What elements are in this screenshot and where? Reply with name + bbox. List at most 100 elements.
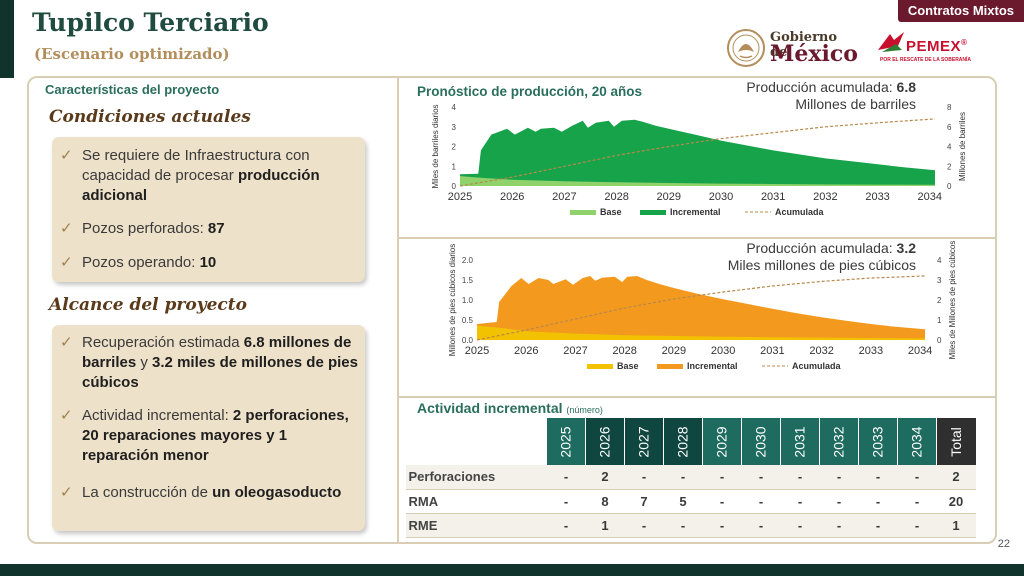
oil-ytick-label: 0 bbox=[452, 182, 457, 191]
section-badge: Contratos Mixtos bbox=[897, 0, 1024, 22]
oil-xtick-label: 2026 bbox=[500, 191, 524, 203]
table-cell: - bbox=[897, 465, 937, 490]
row-divider-1 bbox=[399, 237, 995, 239]
table-row: RMA - 8 7 5 - - - - - - 20 bbox=[405, 489, 976, 514]
gas-legend-incremental-swatch bbox=[657, 364, 683, 369]
table-cell: 5 bbox=[663, 489, 703, 514]
year-header: 2029 bbox=[702, 418, 742, 465]
pemex-logo: PEMEX® POR EL RESCATE DE LA SOBERANÍA bbox=[876, 30, 994, 66]
alcance-item: ✓ Actividad incremental: 2 perforaciones… bbox=[60, 407, 349, 464]
gas-legend-base: Base bbox=[617, 361, 639, 371]
year-header: 2034 bbox=[897, 418, 937, 465]
oil-y2label: Millones de barriles bbox=[958, 112, 967, 181]
page-number: 22 bbox=[997, 538, 1010, 550]
check-icon: ✓ bbox=[60, 254, 73, 271]
gas-legend-incremental: Incremental bbox=[687, 361, 738, 371]
condiciones-item: ✓ Pozos perforados: 87 bbox=[60, 220, 225, 237]
alcance-box: ✓ Recuperación estimada 6.8 millones de … bbox=[52, 325, 365, 531]
year-header: 2026 bbox=[585, 418, 625, 465]
oil-ylabel: Miles de barriles diarios bbox=[431, 104, 440, 188]
pemex-tagline: POR EL RESCATE DE LA SOBERANÍA bbox=[880, 57, 972, 63]
gas-production-chart: 0.0 0.5 1.0 1.5 2.0 0 1 2 3 4 2025 2026 2027 2028 2029… bbox=[448, 241, 957, 371]
table-cell: - bbox=[858, 513, 898, 538]
page-subtitle: (Escenario optimizado) bbox=[34, 45, 230, 63]
table-cell: - bbox=[663, 465, 703, 490]
table-cell: - bbox=[780, 513, 820, 538]
check-icon: ✓ bbox=[60, 484, 73, 501]
table-cell: - bbox=[741, 465, 781, 490]
year-header: 2025 bbox=[546, 418, 586, 465]
activity-corner bbox=[405, 418, 547, 465]
table-cell: - bbox=[858, 465, 898, 490]
chart1-title: Pronóstico de producción, 20 años bbox=[417, 84, 643, 99]
table-cell: - bbox=[546, 489, 586, 514]
activity-title: Actividad incremental (número) bbox=[417, 400, 603, 416]
gas-xtick-label: 2031 bbox=[760, 345, 784, 357]
oil-legend-incremental: Incremental bbox=[670, 207, 721, 217]
oil-legend-acumulada: Acumulada bbox=[775, 207, 825, 217]
table-cell: - bbox=[624, 513, 664, 538]
oil-legend-incremental-swatch bbox=[640, 210, 666, 215]
table-cell: 1 bbox=[585, 513, 625, 538]
gas-ytick-label: 0.0 bbox=[462, 336, 474, 345]
gas-ylabel: Millones de pies cúbicos diarios bbox=[448, 244, 457, 357]
table-cell: - bbox=[819, 489, 859, 514]
gas-xtick-label: 2027 bbox=[563, 345, 587, 357]
gas-ytick-label: 2.0 bbox=[462, 256, 474, 265]
gas-y2tick-label: 0 bbox=[937, 336, 942, 345]
year-header: 2030 bbox=[741, 418, 781, 465]
gas-xtick-label: 2026 bbox=[514, 345, 538, 357]
gobierno-mexico-logo: Gobierno de México bbox=[726, 26, 858, 70]
table-cell: - bbox=[780, 465, 820, 490]
check-icon: ✓ bbox=[60, 334, 73, 351]
table-cell: 7 bbox=[624, 489, 664, 514]
gas-legend-base-swatch bbox=[587, 364, 613, 369]
table-cell: - bbox=[897, 489, 937, 514]
table-cell: - bbox=[741, 513, 781, 538]
column-divider bbox=[397, 78, 399, 542]
oil-base-area bbox=[460, 176, 935, 186]
left-accent-strip bbox=[0, 0, 14, 78]
oil-y2tick-label: 4 bbox=[947, 143, 952, 152]
check-icon: ✓ bbox=[60, 147, 73, 164]
oil-incremental-area bbox=[460, 119, 935, 186]
oil-ytick-label: 4 bbox=[452, 103, 457, 112]
gas-y2label: Miles de Millones de pies cúbicos bbox=[948, 241, 957, 360]
table-cell: - bbox=[624, 465, 664, 490]
year-header: 2031 bbox=[780, 418, 820, 465]
oil-y2tick-label: 6 bbox=[947, 123, 952, 132]
year-header: 2032 bbox=[819, 418, 859, 465]
oil-xtick-label: 2029 bbox=[657, 191, 681, 203]
condiciones-item: ✓ Pozos operando: 10 bbox=[60, 254, 217, 271]
oil-xtick-label: 2025 bbox=[448, 191, 472, 203]
row-divider-2 bbox=[399, 396, 995, 398]
chart2-acum-label: Producción acumulada: 3.2 Miles millones… bbox=[727, 240, 916, 273]
oil-y2tick-label: 8 bbox=[947, 103, 952, 112]
table-cell: - bbox=[702, 489, 742, 514]
alcance-item: ✓ Recuperación estimada 6.8 millones de … bbox=[60, 334, 358, 391]
table-row: RME - 1 - - - - - - - - 1 bbox=[405, 513, 976, 538]
oil-xtick-label: 2034 bbox=[918, 191, 942, 203]
eagle-seal-icon bbox=[727, 29, 765, 67]
pemex-eagle-icon bbox=[878, 32, 904, 52]
activity-unit: (número) bbox=[566, 405, 603, 415]
page-title: Tupilco Terciario bbox=[32, 8, 269, 37]
gas-ytick-label: 1.5 bbox=[462, 276, 474, 285]
pemex-reg-mark: ® bbox=[961, 38, 968, 47]
table-cell: - bbox=[897, 513, 937, 538]
check-icon: ✓ bbox=[60, 220, 73, 237]
table-cell: - bbox=[741, 489, 781, 514]
gas-xtick-label: 2029 bbox=[662, 345, 686, 357]
row-label: Perforaciones bbox=[405, 465, 547, 490]
pemex-name: PEMEX® bbox=[906, 38, 968, 55]
oil-legend-base-swatch bbox=[570, 210, 596, 215]
oil-production-chart: 0 1 2 3 4 0 2 4 6 8 2025 2026 2027 2028 2029 2030 2031 20… bbox=[431, 103, 967, 217]
total-header: Total bbox=[936, 418, 976, 465]
oil-xtick-label: 2027 bbox=[552, 191, 576, 203]
oil-legend-base: Base bbox=[600, 207, 622, 217]
activity-table: 2025 2026 2027 2028 2029 2030 2031 2032 … bbox=[405, 418, 976, 538]
gas-xtick-label: 2028 bbox=[612, 345, 636, 357]
oil-y2tick-label: 0 bbox=[947, 182, 952, 191]
year-header: 2027 bbox=[624, 418, 664, 465]
gob-line1: Gobierno de bbox=[770, 30, 838, 60]
